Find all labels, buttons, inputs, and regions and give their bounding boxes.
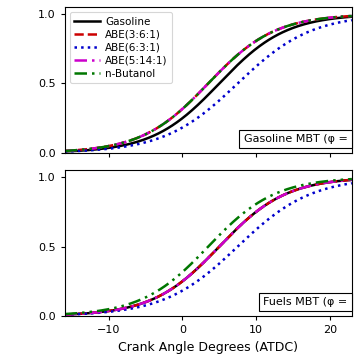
Gasoline: [199, 100, 203, 104]
ABE(5:14:1): [343, 178, 347, 183]
Gasoline: [201, 261, 205, 266]
n-Butanol: [298, 183, 302, 188]
ABE(5:14:1): [62, 149, 67, 153]
ABE(6:3:1): [298, 197, 302, 201]
Line: Gasoline: Gasoline: [65, 180, 352, 314]
Text: Gasoline MBT (φ =: Gasoline MBT (φ =: [244, 134, 348, 144]
Gasoline: [350, 178, 354, 182]
n-Butanol: [298, 20, 302, 25]
ABE(3:6:1): [62, 312, 67, 317]
n-Butanol: [343, 177, 347, 182]
ABE(6:3:1): [233, 83, 238, 88]
ABE(5:14:1): [350, 178, 354, 182]
Gasoline: [62, 149, 67, 154]
ABE(5:14:1): [199, 263, 203, 267]
ABE(3:6:1): [233, 55, 238, 59]
ABE(3:6:1): [218, 244, 222, 248]
Line: ABE(5:14:1): ABE(5:14:1): [65, 180, 352, 314]
ABE(5:14:1): [62, 312, 67, 317]
n-Butanol: [233, 55, 238, 59]
Gasoline: [233, 228, 238, 232]
ABE(5:14:1): [233, 228, 238, 232]
Gasoline: [62, 312, 67, 317]
ABE(3:6:1): [201, 87, 205, 91]
ABE(6:3:1): [199, 113, 203, 117]
ABE(3:6:1): [343, 178, 347, 183]
ABE(6:3:1): [298, 33, 302, 38]
n-Butanol: [218, 69, 222, 74]
Gasoline: [343, 178, 347, 183]
Line: Gasoline: Gasoline: [65, 17, 352, 151]
ABE(5:14:1): [350, 14, 354, 18]
Text: Fuels MBT (φ =: Fuels MBT (φ =: [263, 297, 348, 307]
ABE(6:3:1): [218, 261, 222, 265]
ABE(3:6:1): [298, 186, 302, 191]
Line: n-Butanol: n-Butanol: [65, 16, 352, 151]
n-Butanol: [199, 89, 203, 93]
ABE(3:6:1): [218, 69, 222, 74]
Line: ABE(3:6:1): ABE(3:6:1): [65, 180, 352, 314]
Gasoline: [350, 15, 354, 19]
ABE(3:6:1): [298, 20, 302, 25]
ABE(3:6:1): [201, 261, 205, 266]
ABE(6:3:1): [218, 98, 222, 102]
Gasoline: [298, 186, 302, 191]
n-Butanol: [218, 232, 222, 237]
ABE(6:3:1): [62, 149, 67, 154]
Line: ABE(6:3:1): ABE(6:3:1): [65, 183, 352, 315]
ABE(6:3:1): [199, 276, 203, 281]
ABE(5:14:1): [201, 261, 205, 266]
n-Butanol: [350, 177, 354, 181]
ABE(6:3:1): [62, 313, 67, 317]
Gasoline: [218, 80, 222, 85]
n-Butanol: [62, 149, 67, 153]
Gasoline: [343, 15, 347, 19]
ABE(6:3:1): [350, 18, 354, 22]
ABE(5:14:1): [199, 89, 203, 93]
Gasoline: [298, 23, 302, 28]
ABE(6:3:1): [201, 112, 205, 116]
ABE(5:14:1): [298, 186, 302, 191]
n-Butanol: [62, 312, 67, 316]
Gasoline: [218, 244, 222, 248]
ABE(3:6:1): [350, 14, 354, 18]
Line: n-Butanol: n-Butanol: [65, 179, 352, 314]
X-axis label: Crank Angle Degrees (ATDC): Crank Angle Degrees (ATDC): [118, 340, 298, 354]
n-Butanol: [343, 14, 347, 19]
ABE(3:6:1): [199, 89, 203, 93]
ABE(6:3:1): [343, 19, 347, 23]
n-Butanol: [201, 250, 205, 255]
ABE(5:14:1): [218, 244, 222, 248]
Gasoline: [199, 263, 203, 267]
ABE(3:6:1): [199, 263, 203, 267]
n-Butanol: [350, 14, 354, 18]
Line: ABE(3:6:1): ABE(3:6:1): [65, 16, 352, 151]
Gasoline: [201, 98, 205, 102]
Gasoline: [233, 65, 238, 69]
ABE(3:6:1): [343, 14, 347, 19]
Line: ABE(5:14:1): ABE(5:14:1): [65, 16, 352, 151]
ABE(3:6:1): [350, 178, 354, 182]
Legend: Gasoline, ABE(3:6:1), ABE(6:3:1), ABE(5:14:1), n-Butanol: Gasoline, ABE(3:6:1), ABE(6:3:1), ABE(5:…: [70, 13, 172, 83]
ABE(3:6:1): [62, 149, 67, 153]
ABE(6:3:1): [201, 275, 205, 279]
ABE(5:14:1): [201, 87, 205, 91]
ABE(5:14:1): [233, 55, 238, 59]
n-Butanol: [199, 252, 203, 256]
ABE(6:3:1): [233, 246, 238, 251]
ABE(5:14:1): [343, 14, 347, 19]
ABE(5:14:1): [298, 20, 302, 25]
ABE(3:6:1): [233, 228, 238, 232]
n-Butanol: [233, 218, 238, 222]
ABE(6:3:1): [343, 182, 347, 187]
n-Butanol: [201, 87, 205, 91]
Line: ABE(6:3:1): ABE(6:3:1): [65, 20, 352, 151]
ABE(6:3:1): [350, 181, 354, 185]
ABE(5:14:1): [218, 69, 222, 74]
